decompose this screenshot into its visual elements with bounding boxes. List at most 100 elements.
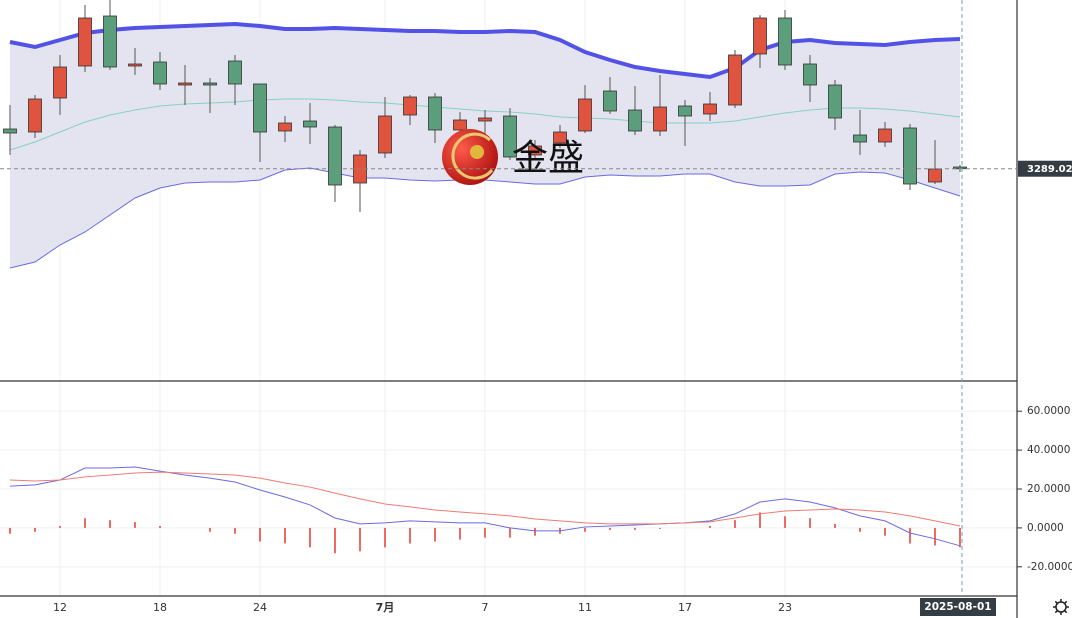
candle-body xyxy=(503,115,517,158)
y-tick-label: 40.0000 xyxy=(1027,444,1070,456)
histogram-bar xyxy=(634,527,636,530)
histogram-bar xyxy=(659,527,661,529)
histogram-bar xyxy=(884,527,886,536)
candle-body xyxy=(28,98,42,133)
histogram-bar xyxy=(209,527,211,532)
candle-body xyxy=(703,103,717,115)
histogram-bar xyxy=(284,527,286,544)
histogram-bar xyxy=(759,512,761,528)
histogram-bar xyxy=(809,518,811,528)
candle-body xyxy=(253,83,267,133)
histogram-bar xyxy=(234,527,236,534)
candle-body xyxy=(378,115,392,154)
candle-body xyxy=(78,17,92,67)
date-label-box xyxy=(920,598,996,616)
histogram-bar xyxy=(709,525,711,528)
candle-body xyxy=(628,109,642,132)
band-line xyxy=(9,21,961,80)
candle-body xyxy=(578,98,592,132)
x-tick-label: 17 xyxy=(678,601,692,614)
histogram-bar xyxy=(9,527,11,534)
histogram-bar xyxy=(609,527,611,530)
histogram-bar xyxy=(384,527,386,548)
candle-body xyxy=(878,128,892,143)
logo-dot xyxy=(470,145,484,159)
candle-body xyxy=(453,119,467,131)
x-tick-label: 11 xyxy=(578,601,592,614)
candle-body xyxy=(828,84,842,119)
watermark: 金盛 xyxy=(442,129,584,185)
histogram-bar xyxy=(834,524,836,528)
price-label: 3289.02 xyxy=(1027,164,1072,175)
histogram-bar xyxy=(109,520,111,528)
histogram-bar xyxy=(59,525,61,528)
histogram-bar xyxy=(484,527,486,538)
histogram-bar xyxy=(784,516,786,528)
histogram-bar xyxy=(334,527,336,554)
histogram-bar xyxy=(909,527,911,544)
histogram-bar xyxy=(459,527,461,540)
histogram-bar xyxy=(959,527,961,548)
candle-body xyxy=(103,15,117,68)
macd-panel xyxy=(9,466,961,554)
x-tick-label: 7 xyxy=(482,601,489,614)
price-label-box xyxy=(1018,160,1072,177)
y-tick-label: 0.0000 xyxy=(1027,522,1064,534)
candle-body xyxy=(278,122,292,132)
x-tick-label: 2025-08-01 xyxy=(924,601,991,613)
candle-body xyxy=(678,105,692,117)
gear-teeth[interactable] xyxy=(1053,599,1069,615)
candle-body xyxy=(778,17,792,66)
histogram-bar xyxy=(434,527,436,542)
y-tick-label: -20.0000 xyxy=(1027,561,1072,573)
y-tick-label: 60.0000 xyxy=(1027,405,1070,417)
histogram-bar xyxy=(509,527,511,538)
settings-icon[interactable] xyxy=(1053,599,1069,615)
macd-line xyxy=(9,471,961,527)
x-tick-label: 23 xyxy=(778,601,792,614)
x-tick-label: 18 xyxy=(153,601,167,614)
candle-body xyxy=(728,54,742,106)
candle-body xyxy=(603,90,617,112)
candle-body xyxy=(403,96,417,116)
candle-body xyxy=(3,128,17,134)
candle-body xyxy=(128,63,142,67)
candle-body xyxy=(328,126,342,186)
candle-body xyxy=(178,82,192,86)
x-tick-label: 12 xyxy=(53,601,67,614)
histogram-bar xyxy=(934,527,936,546)
candle-body xyxy=(753,17,767,55)
histogram-bar xyxy=(159,525,161,528)
candle-body xyxy=(228,60,242,85)
candle-body xyxy=(303,120,317,128)
histogram-bar xyxy=(84,518,86,528)
x-tick-label: 7月 xyxy=(376,601,395,614)
histogram-bar xyxy=(34,527,36,532)
histogram-bar xyxy=(309,527,311,548)
logo-arc xyxy=(451,132,494,180)
histogram-bar xyxy=(859,527,861,532)
candle-body xyxy=(203,82,217,86)
histogram-bar xyxy=(584,527,586,532)
histogram-bar xyxy=(409,527,411,544)
watermark-text: 金盛 xyxy=(512,138,584,179)
candle-body xyxy=(928,168,942,183)
candle-body xyxy=(803,63,817,86)
candle-body xyxy=(428,96,442,131)
y-tick-label: 20.0000 xyxy=(1027,483,1070,495)
histogram-bar xyxy=(534,527,536,536)
candle-body xyxy=(153,61,167,85)
candle-body xyxy=(653,106,667,132)
candle-body xyxy=(478,117,492,122)
x-tick-label: 24 xyxy=(253,601,267,614)
candle-body xyxy=(553,131,567,144)
histogram-bar xyxy=(259,527,261,542)
candle-body xyxy=(528,145,542,156)
histogram-bar xyxy=(359,527,361,552)
candle-body xyxy=(903,127,917,185)
candle-body xyxy=(853,134,867,143)
candle-body xyxy=(53,66,67,99)
